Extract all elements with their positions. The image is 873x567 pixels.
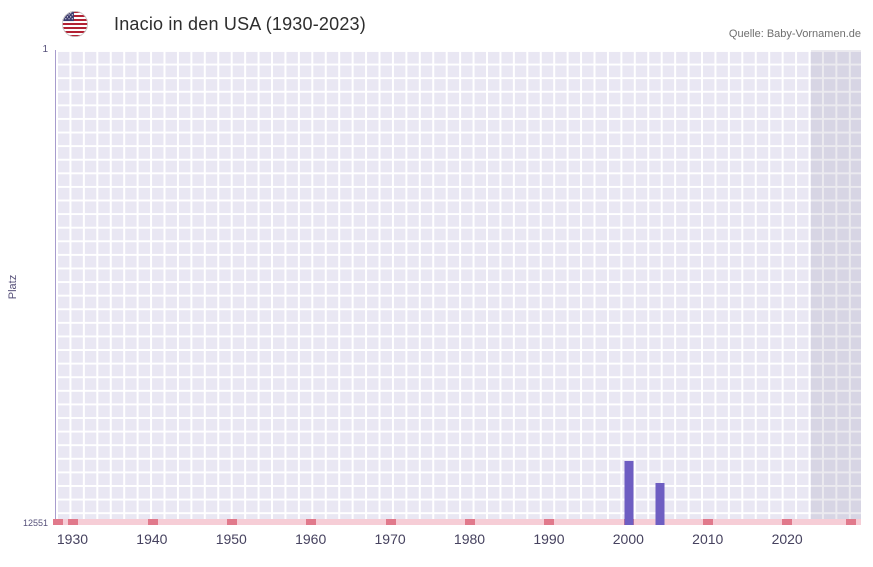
page-title: Inacio in den USA (1930-2023)	[114, 14, 366, 34]
y-tick-top: 1	[42, 44, 48, 55]
no-data-marker	[845, 519, 856, 525]
source-label: Quelle: Baby-Vornamen.de	[728, 28, 861, 40]
future-region	[811, 50, 861, 525]
rank-bar	[655, 483, 665, 525]
no-data-marker	[385, 519, 396, 525]
no-data-marker	[702, 519, 713, 525]
x-axis-tick-label: 2010	[692, 531, 724, 547]
no-data-marker	[544, 519, 555, 525]
x-axis-tick-label: 2020	[771, 531, 803, 547]
x-axis: 1930 1940 1950 1960 1970 1980 1990 2000 2010 2020	[55, 531, 861, 553]
no-data-strip	[52, 519, 861, 525]
x-axis-tick-label: 1930	[56, 531, 89, 547]
plot-area	[52, 50, 861, 525]
rank-bar	[624, 460, 634, 525]
us-flag-icon	[62, 11, 88, 37]
no-data-marker	[465, 519, 475, 525]
x-axis-tick-label: 1990	[533, 531, 565, 547]
x-axis-tick-label: 1970	[374, 531, 406, 547]
y-axis-label: Platz	[7, 274, 19, 300]
x-axis-tick-label: 2000	[612, 531, 644, 547]
y-tick-bottom: 12551	[22, 518, 48, 528]
x-axis-tick-label: 1940	[136, 531, 168, 547]
x-axis-tick-label: 1950	[215, 531, 247, 547]
no-data-marker	[227, 519, 238, 525]
no-data-marker	[782, 519, 793, 525]
x-axis-tick-label: 1980	[453, 531, 486, 547]
no-data-marker	[147, 519, 158, 525]
x-axis-tick-label: 1960	[295, 531, 327, 547]
no-data-marker	[52, 519, 63, 525]
no-data-marker	[68, 519, 79, 525]
no-data-marker	[306, 519, 317, 525]
chart-header: Inacio in den USA (1930-2023) Quelle: Ba…	[0, 0, 873, 50]
